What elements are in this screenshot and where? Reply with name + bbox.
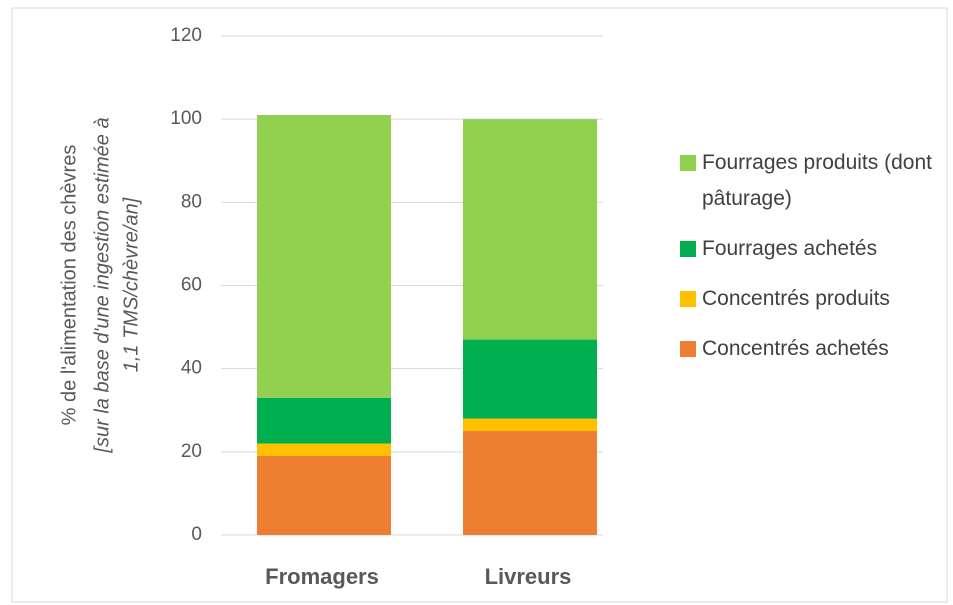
y-tick-label: 20	[181, 441, 202, 462]
y-tick-label: 100	[170, 108, 202, 129]
legend-item: Concentrés achetés	[680, 331, 950, 367]
legend-swatch	[680, 241, 696, 257]
legend-swatch	[680, 291, 696, 307]
legend-item: Concentrés produits	[680, 281, 950, 317]
x-tick-label: Fromagers	[265, 564, 379, 589]
y-tick-label: 40	[181, 358, 202, 379]
legend-item: Fourrages produits (dont pâturage)	[680, 145, 950, 217]
bar-segment	[257, 397, 391, 444]
legend-label: Concentrés produits	[702, 287, 890, 310]
y-axis-note: [sur la base d'une ingestion estimée à	[91, 117, 113, 453]
y-tick-label: 60	[181, 275, 202, 296]
y-axis-label: % de l'alimentation des chèvres	[58, 145, 80, 426]
bar-segment	[257, 115, 391, 398]
bar-segment	[257, 455, 391, 535]
legend-label: Concentrés achetés	[702, 337, 889, 360]
bar-segment	[257, 443, 391, 456]
legend-label: Fourrages achetés	[702, 237, 878, 260]
x-tick-label: Livreurs	[485, 564, 572, 589]
bar-segment	[463, 119, 597, 340]
legend-label: Fourrages produits (dont pâturage)	[702, 151, 932, 210]
y-tick-label: 80	[181, 191, 202, 212]
y-axis-note: 1,1 TMS/chèvre/an]	[120, 197, 142, 372]
y-tick-label: 0	[191, 524, 202, 545]
bar-segment	[463, 418, 597, 432]
bar-segment	[463, 431, 597, 535]
y-tick-label: 120	[170, 25, 202, 46]
bar-segment	[463, 339, 597, 419]
legend-swatch	[680, 341, 696, 357]
legend-item: Fourrages achetés	[680, 231, 950, 267]
chart-frame	[11, 7, 948, 603]
legend-swatch	[680, 155, 696, 171]
legend: Fourrages produits (dont pâturage) Fourra…	[680, 145, 950, 381]
